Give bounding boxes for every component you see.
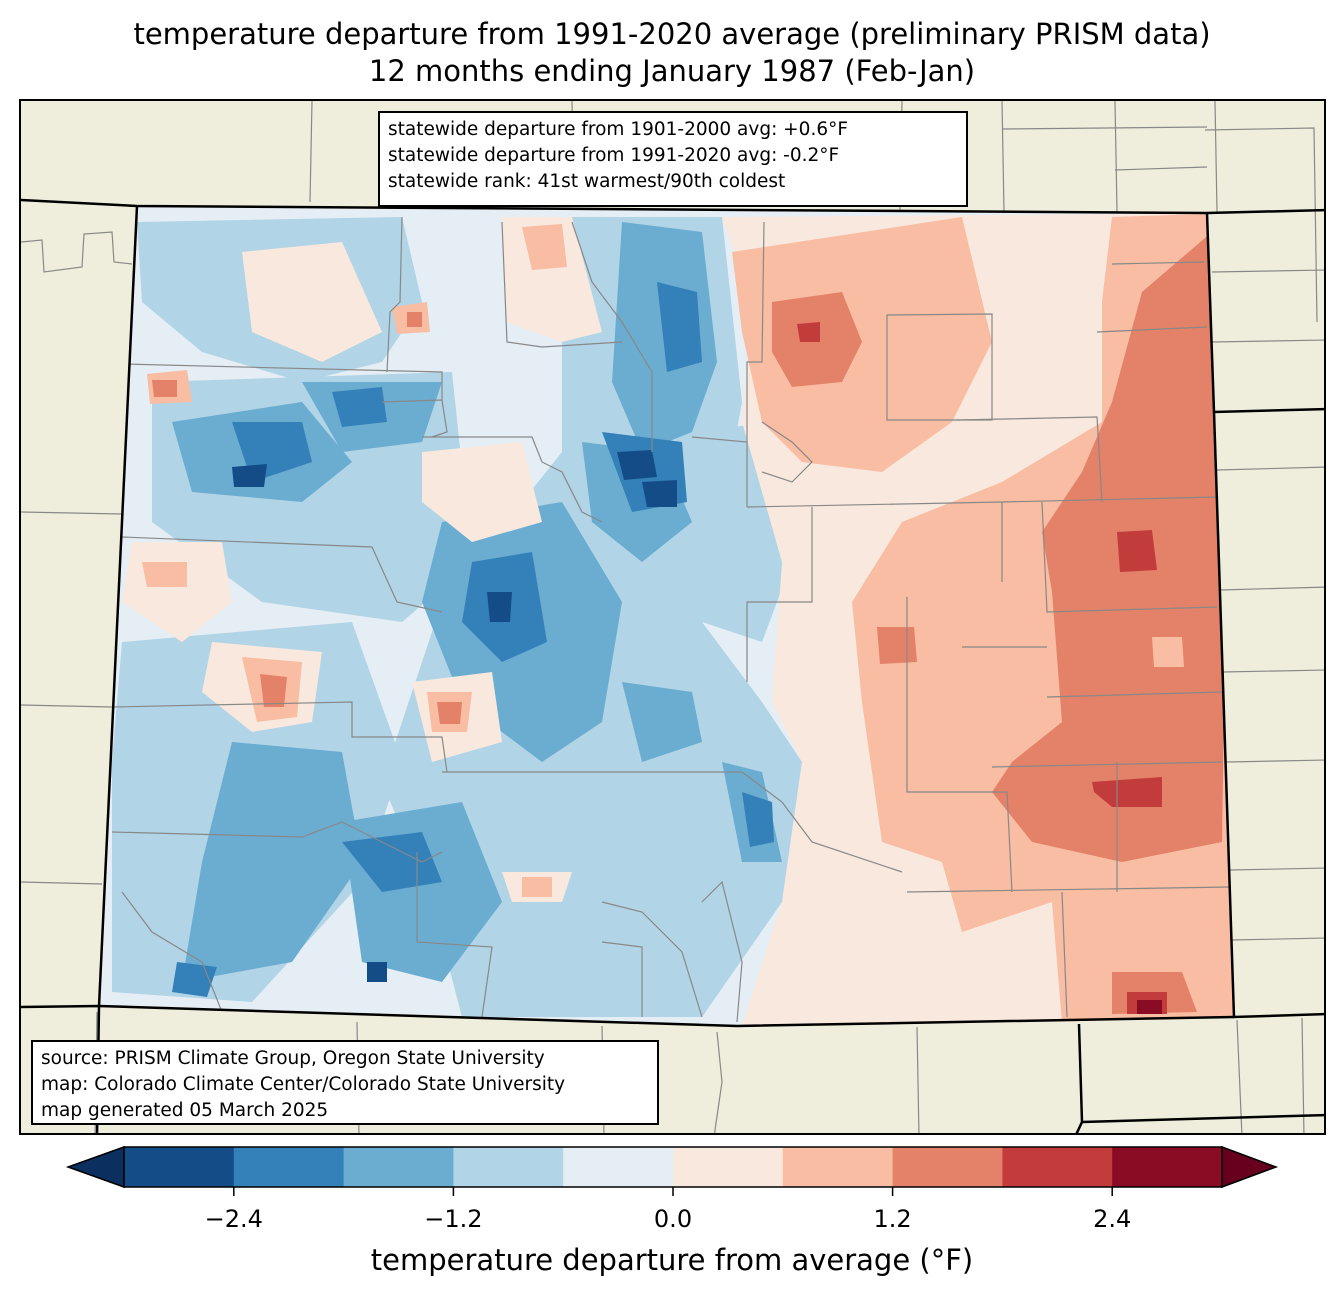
temperature-departure-map [21,101,1324,1133]
colorbar-bin [563,1147,674,1187]
colorbar-tick-label: 0.0 [653,1205,693,1233]
county-lines [111,216,1233,1023]
credit-source: source: PRISM Climate Group, Oregon Stat… [41,1048,545,1069]
credits-box: source: PRISM Climate Group, Oregon Stat… [31,1040,659,1125]
contour-fill [99,206,1234,1026]
colorbar-bin [892,1147,1003,1187]
colorbar-bin [233,1147,345,1187]
colorbar-bin [782,1147,894,1187]
colorbar-bin [343,1147,454,1187]
colorbar [65,1145,1279,1196]
credit-generated: map generated 05 March 2025 [41,1100,329,1121]
stat-rank: statewide rank: 41st warmest/90th coldes… [388,171,786,192]
colorbar-bin [453,1147,564,1187]
map-title: temperature departure from 1991-2020 ave… [133,17,1211,51]
colorbar-tick-label: 2.4 [1093,1205,1132,1233]
colorbar-bin [1002,1147,1113,1187]
colorbar-bin [124,1147,235,1187]
colorbar-tick-label: −1.2 [424,1205,483,1233]
colorbar-label: temperature departure from average (°F) [370,1243,974,1277]
map-subtitle: 12 months ending January 1987 (Feb-Jan) [368,54,976,88]
stat-departure-1991-2020: statewide departure from 1991-2020 avg: … [388,145,840,166]
statewide-stats-box: statewide departure from 1901-2000 avg: … [378,111,968,207]
colorbar-bin [673,1147,784,1187]
colorbar-tick-label: −2.4 [204,1205,263,1233]
map-panel [19,99,1326,1135]
stat-departure-1901-2000: statewide departure from 1901-2000 avg: … [388,119,848,140]
colorbar-under-arrow [65,1145,125,1189]
colorbar-bin [1112,1147,1223,1187]
colorbar-tick-label: 1.2 [873,1205,912,1233]
colorbar-over-arrow [1221,1145,1279,1189]
credit-map: map: Colorado Climate Center/Colorado St… [41,1074,566,1095]
